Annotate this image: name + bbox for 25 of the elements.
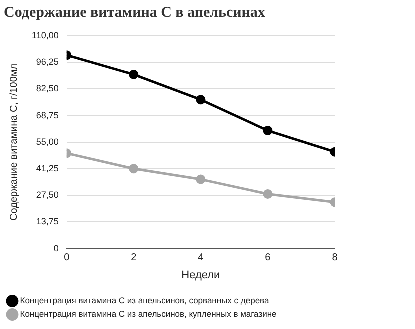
point xyxy=(263,126,273,136)
point xyxy=(263,189,273,199)
x-tick-label: 2 xyxy=(131,252,138,264)
y-axis-title: Содержание витамина С, г/100мл xyxy=(8,64,20,221)
y-tick-label: 82,50 xyxy=(36,84,59,94)
legend-label: Концентрация витамина С из апельсинов, сорванных с дерева xyxy=(20,296,270,306)
point xyxy=(129,164,139,174)
y-tick-label: 27,50 xyxy=(36,190,59,200)
chart-title: Содержание витамина С в апельсинах xyxy=(4,4,266,21)
x-tick-label: 4 xyxy=(198,252,204,264)
point xyxy=(129,70,139,80)
point xyxy=(196,174,206,184)
y-tick-label: 110,00 xyxy=(32,30,59,40)
y-tick-label: 96,25 xyxy=(36,57,59,68)
point xyxy=(196,95,206,105)
y-tick-label: 13,75 xyxy=(36,216,59,227)
y-tick-label: 55,00 xyxy=(36,136,59,147)
y-tick-label: 41,25 xyxy=(36,163,59,174)
x-axis-title: Недели xyxy=(182,269,220,282)
x-tick-label: 8 xyxy=(332,252,338,264)
legend-label: Концентрация витамина С из апельсинов, купленных в магазине xyxy=(20,309,278,320)
x-tick-label: 6 xyxy=(265,252,272,264)
x-tick-label: 0 xyxy=(64,252,70,264)
y-tick-label: 68,75 xyxy=(36,110,59,120)
y-tick-label: 0 xyxy=(54,243,59,254)
